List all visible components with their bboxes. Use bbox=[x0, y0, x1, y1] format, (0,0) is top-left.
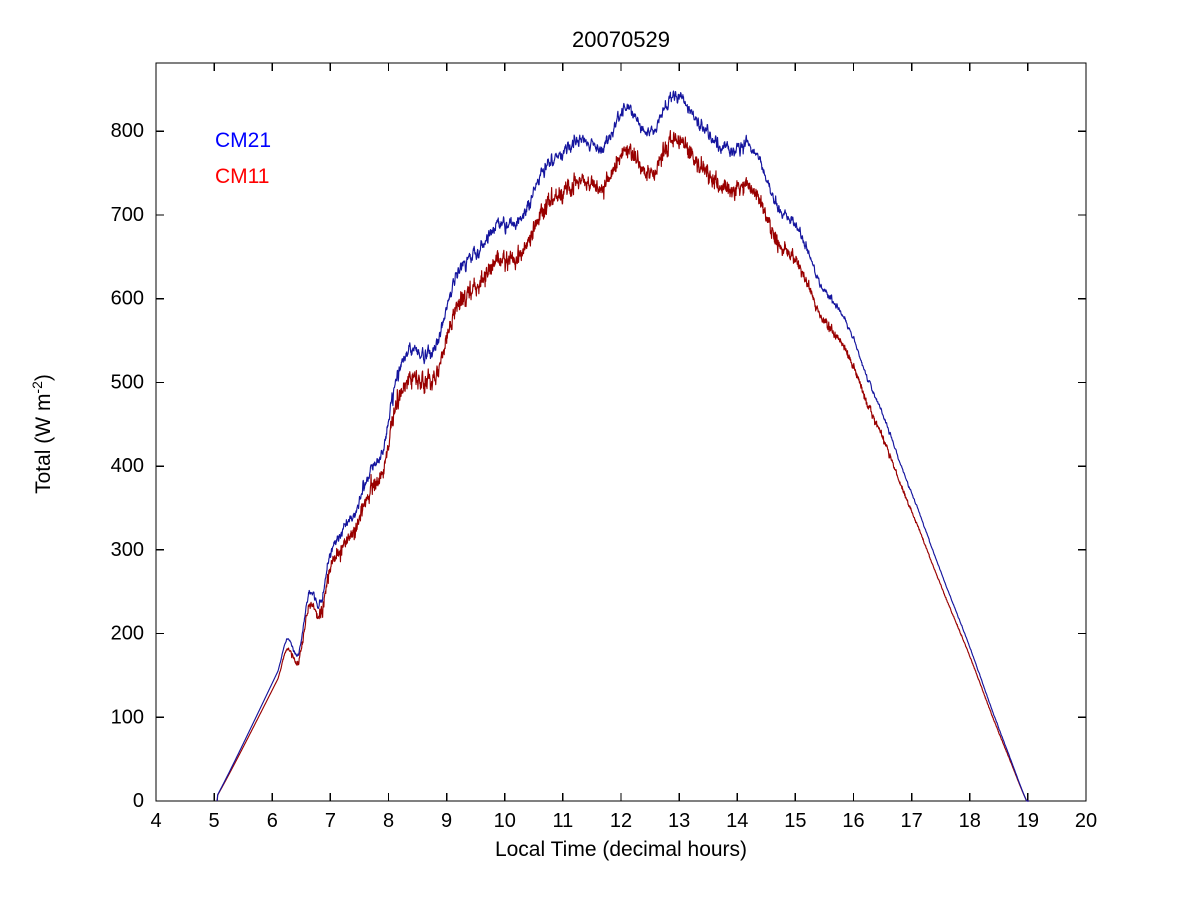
svg-text:12: 12 bbox=[610, 810, 632, 832]
svg-text:11: 11 bbox=[552, 810, 573, 832]
svg-text:Local Time (decimal hours): Local Time (decimal hours) bbox=[495, 838, 747, 861]
svg-text:14: 14 bbox=[726, 810, 748, 832]
svg-text:13: 13 bbox=[668, 810, 690, 832]
svg-text:800: 800 bbox=[111, 120, 144, 142]
svg-text:15: 15 bbox=[784, 810, 806, 832]
svg-text:CM11: CM11 bbox=[215, 165, 269, 188]
svg-text:8: 8 bbox=[383, 810, 394, 832]
svg-text:10: 10 bbox=[494, 810, 516, 832]
svg-text:300: 300 bbox=[111, 539, 144, 561]
svg-text:CM21: CM21 bbox=[215, 129, 271, 152]
svg-text:0: 0 bbox=[133, 790, 144, 812]
svg-text:600: 600 bbox=[111, 288, 144, 310]
svg-text:700: 700 bbox=[111, 204, 144, 226]
svg-text:7: 7 bbox=[325, 810, 336, 832]
svg-text:6: 6 bbox=[267, 810, 278, 832]
svg-text:500: 500 bbox=[111, 371, 144, 393]
svg-text:100: 100 bbox=[111, 706, 144, 728]
svg-text:400: 400 bbox=[111, 455, 144, 477]
svg-text:5: 5 bbox=[209, 810, 220, 832]
svg-text:18: 18 bbox=[959, 810, 981, 832]
svg-text:17: 17 bbox=[900, 810, 922, 832]
svg-text:200: 200 bbox=[111, 623, 144, 645]
svg-text:20070529: 20070529 bbox=[572, 27, 670, 52]
svg-text:19: 19 bbox=[1017, 810, 1039, 832]
svg-text:9: 9 bbox=[441, 810, 452, 832]
svg-text:16: 16 bbox=[842, 810, 864, 832]
svg-text:20: 20 bbox=[1075, 810, 1097, 832]
svg-text:4: 4 bbox=[150, 810, 161, 832]
